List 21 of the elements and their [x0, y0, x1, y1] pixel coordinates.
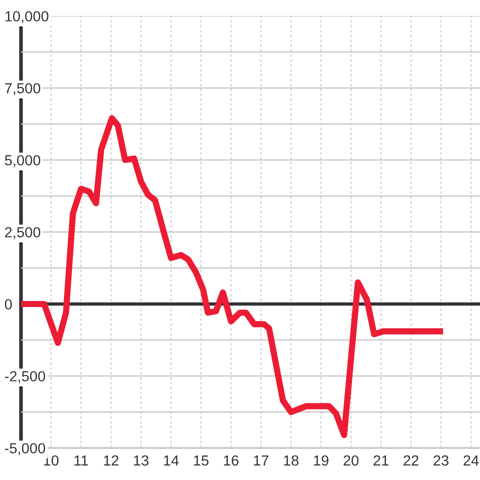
x-tick-label: 17	[254, 455, 268, 466]
x-tick-label: 20	[344, 455, 359, 466]
x-tick-label: 24	[464, 455, 479, 466]
x-tick-label: 13	[134, 455, 148, 466]
y-tick-label: 10,000	[5, 11, 48, 24]
x-tick-label: 19	[314, 455, 328, 466]
y-tick-label: -2,500	[4, 371, 46, 384]
y-tick-label: 7,500	[5, 83, 40, 96]
x-tick-label: 21	[374, 455, 388, 466]
y-tick-label: 2,500	[5, 227, 40, 240]
x-tick-label: 11	[74, 455, 88, 466]
y-tick-label: 0	[4, 299, 12, 310]
x-tick-label: 15	[194, 455, 208, 466]
x-tick-label: 18	[284, 455, 298, 466]
x-tick-label: 14	[164, 455, 179, 466]
x-tick-label: 12	[104, 455, 118, 466]
y-tick-label: -5,000	[4, 443, 46, 456]
x-tick-label: 22	[404, 455, 418, 466]
y-tick-label: 5,000	[4, 155, 40, 168]
x-tick-label: 16	[224, 455, 238, 466]
x-tick-label: 23	[434, 455, 448, 466]
